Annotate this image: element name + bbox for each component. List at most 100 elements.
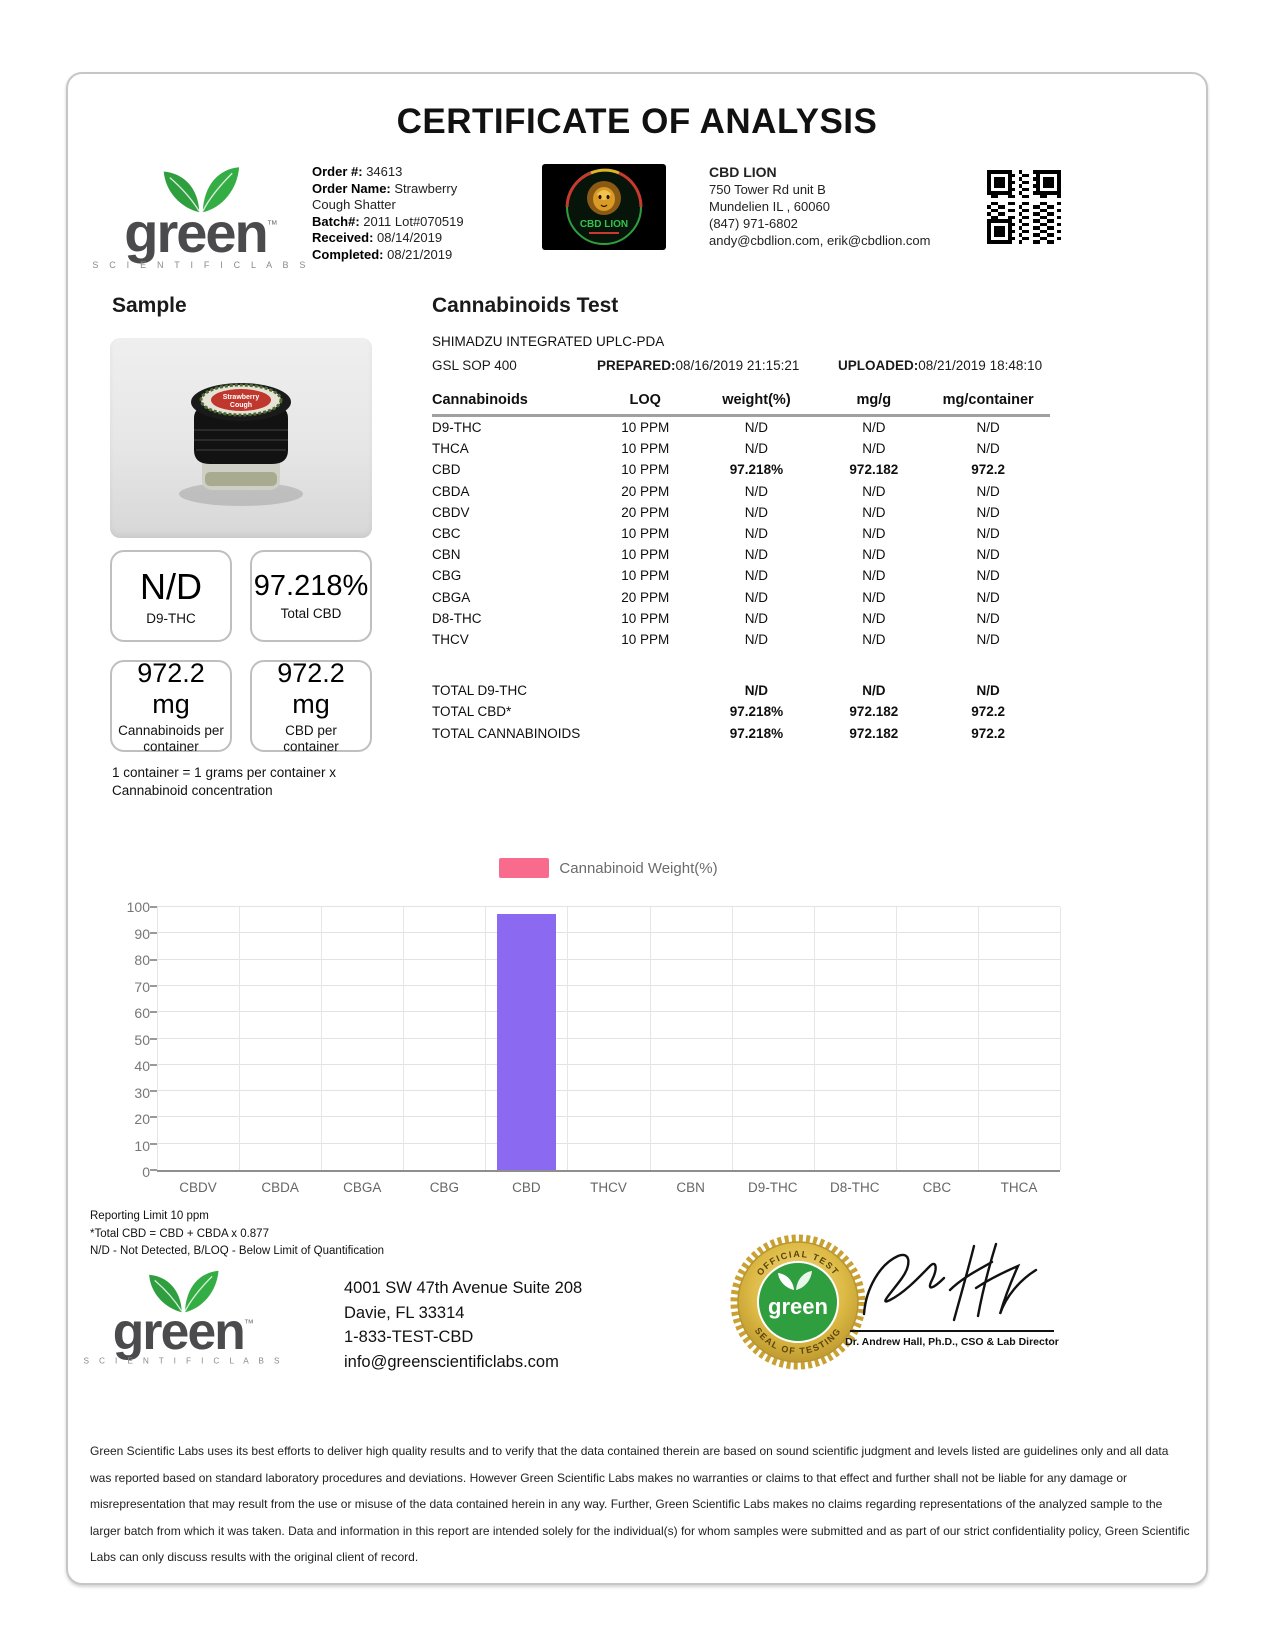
qr-module (990, 240, 995, 244)
chart-bar (496, 914, 556, 1170)
stat-value: 972.2 mg (277, 657, 345, 719)
qr-module (1032, 184, 1037, 188)
legend-swatch (499, 858, 550, 878)
qr-module (1032, 233, 1037, 237)
qr-module (1036, 180, 1040, 185)
footer-lab-logo: green™ S C I E N T I F I C L A B S (83, 1266, 279, 1365)
x-tick-label: CBG (429, 1180, 459, 1195)
table-row: CBN 10 PPM N/D N/D N/D (432, 544, 1050, 565)
qr-module (1057, 177, 1061, 181)
qr-module (1018, 205, 1023, 209)
table-cell: N/D (862, 441, 886, 457)
y-tick-label: 20 (134, 1111, 150, 1127)
qr-module (1046, 180, 1051, 185)
client-name: CBD LION (709, 164, 777, 180)
qr-module (987, 173, 991, 178)
client-line: 750 Tower Rd unit B (709, 182, 826, 197)
y-tick-label: 90 (134, 925, 150, 942)
x-tick-label: CBD (512, 1180, 541, 1195)
qr-module (1036, 219, 1040, 223)
qr-module (1032, 212, 1037, 216)
qr-module (1050, 170, 1054, 174)
table-cell: 10 PPM (621, 568, 670, 584)
qr-module (990, 170, 995, 174)
table-cell: N/D (744, 589, 769, 605)
order-line: Order Name: Strawberry Cough Shatter (312, 180, 458, 213)
sample-photo: Strawberry Cough (110, 338, 372, 538)
qr-module (1050, 177, 1054, 181)
qr-module (1025, 222, 1030, 227)
h-gridline (157, 932, 1060, 934)
table-row: CBG 10 PPM N/D N/D N/D (432, 565, 1050, 586)
v-gridline (731, 907, 733, 1170)
column-header: mg/container (926, 390, 1050, 417)
qr-module (1001, 180, 1005, 185)
qr-module (1025, 173, 1030, 178)
signature-icon (862, 1242, 1038, 1322)
qr-module (1036, 184, 1040, 188)
order-line: Completed: 08/21/2019 (312, 246, 453, 262)
y-tick-label: 80 (134, 952, 150, 968)
table-cell: CBC (432, 526, 461, 542)
qr-module (1001, 226, 1005, 230)
table-cell: N/D (976, 610, 1000, 626)
table-cell (599, 680, 692, 701)
qr-module (1008, 170, 1012, 174)
table-cell: 972.2 (971, 725, 1006, 741)
qr-module (1001, 240, 1005, 244)
qr-module (987, 226, 991, 230)
total-row: TOTAL CANNABINOIDS 97.218% 972.182 972.2 (432, 722, 1050, 743)
stat-label: D9-THC (146, 610, 196, 626)
table-cell: N/D (744, 483, 769, 499)
qr-module (1057, 191, 1061, 195)
qr-module (994, 184, 998, 188)
qr-module (1050, 191, 1054, 195)
qr-module (990, 208, 995, 213)
table-cell: 20 PPM (621, 504, 670, 520)
qr-module (1046, 226, 1051, 230)
table-cell: N/D (976, 568, 1000, 584)
table-cell: N/D (976, 526, 1000, 542)
qr-module (1025, 201, 1030, 206)
qr-module (1046, 191, 1051, 195)
qr-module (1036, 177, 1040, 181)
qr-module (1018, 240, 1023, 244)
cannabinoids-test-heading: Cannabinoids Test (432, 294, 619, 317)
qr-module (994, 229, 998, 234)
stat-boxes: N/D D9-THC 97.218% Total CBD 972.2 mg Cannabi… (110, 550, 374, 754)
qr-module (1043, 201, 1047, 206)
jar-label-line2: Cough (230, 402, 252, 409)
table-cell: 10 PPM (621, 610, 670, 626)
y-tick-label: 70 (134, 978, 150, 995)
qr-module (987, 212, 991, 216)
qr-module (987, 187, 991, 192)
table-row: D8-THC 10 PPM N/D N/D N/D (432, 608, 1050, 629)
table-cell: 972.182 (849, 462, 899, 478)
total-row: TOTAL D9-THC N/D N/D N/D (432, 680, 1050, 701)
qr-module (1039, 215, 1044, 220)
qr-module (1022, 215, 1026, 220)
qr-module (1022, 173, 1026, 178)
signature (846, 1236, 1062, 1328)
x-tick-label: THCA (1000, 1180, 1038, 1195)
cbd-lion-logo: CBD LION (542, 164, 666, 250)
qr-module (994, 240, 998, 244)
qr-module (987, 184, 991, 188)
qr-module (1057, 229, 1061, 234)
qr-module (994, 233, 998, 237)
table-cell: N/D (862, 568, 886, 584)
v-gridline (1060, 907, 1061, 1170)
table-cell: N/D (976, 441, 1000, 457)
table-cell: N/D (976, 504, 1000, 520)
qr-module (990, 219, 995, 223)
x-tick-label: CBC (922, 1180, 952, 1195)
chart-plot (150, 906, 1061, 1172)
table-cell: N/D (862, 504, 886, 520)
table-cell: CBDV (432, 504, 470, 520)
table-cell: N/D (976, 631, 1000, 647)
lab-address: 4001 SW 47th Avenue Suite 208 Davie, FL 3… (344, 1276, 582, 1374)
qr-module (1011, 208, 1016, 213)
qr-module (1057, 208, 1061, 213)
qr-module (997, 191, 1002, 195)
y-tick-mark (150, 1037, 157, 1040)
